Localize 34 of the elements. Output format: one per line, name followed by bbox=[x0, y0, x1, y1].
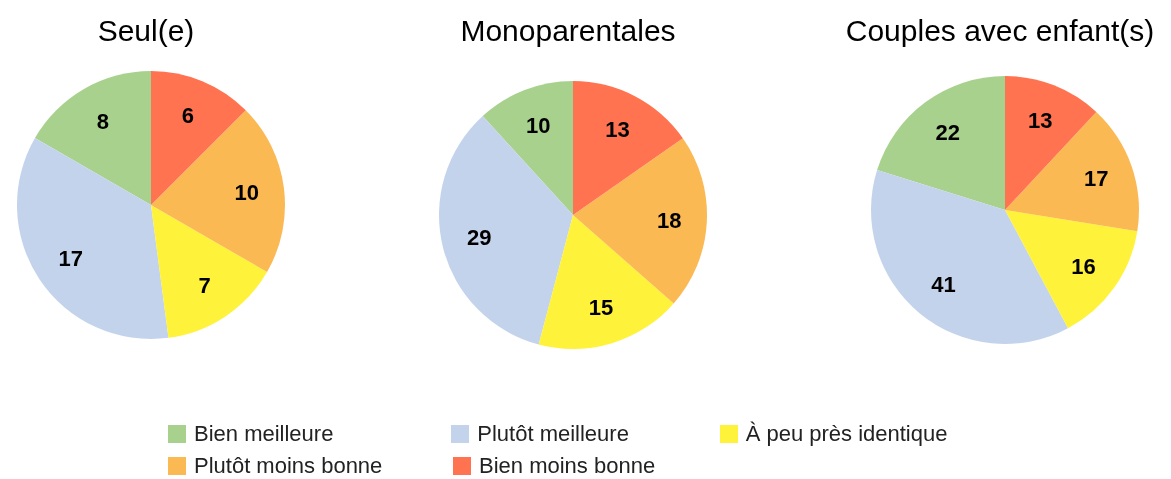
data-label: 13 bbox=[605, 116, 630, 142]
pie-slice bbox=[151, 110, 285, 272]
pie-slice bbox=[1005, 111, 1139, 232]
data-label: 22 bbox=[935, 119, 961, 145]
data-label: 10 bbox=[525, 112, 551, 138]
legend-label: Bien meilleure bbox=[194, 421, 334, 447]
data-label: 6 bbox=[181, 103, 195, 129]
data-label: 10 bbox=[234, 179, 259, 205]
pie-slice bbox=[34, 71, 151, 205]
data-label: 18 bbox=[657, 207, 682, 233]
data-label: 7 bbox=[198, 272, 211, 298]
data-label: 8 bbox=[96, 108, 109, 134]
legend-label: Plutôt meilleure bbox=[477, 421, 629, 447]
data-label: 41 bbox=[931, 271, 956, 297]
chart-title: Monoparentales bbox=[459, 14, 677, 48]
chart-title: Couples avec enfant(s) bbox=[844, 14, 1156, 48]
legend-label: À peu près identique bbox=[745, 421, 948, 447]
pie-slice bbox=[439, 115, 573, 345]
legend-label: Bien moins bonne bbox=[479, 453, 656, 479]
pie-slice bbox=[17, 138, 169, 339]
chart-title: Seul(e) bbox=[96, 14, 196, 48]
pie-slice bbox=[151, 205, 268, 338]
pie-slice bbox=[871, 170, 1069, 344]
pie-slice bbox=[482, 81, 573, 215]
pie-slice bbox=[877, 76, 1005, 210]
data-label: 29 bbox=[467, 225, 492, 251]
data-label: 17 bbox=[58, 246, 84, 272]
data-label: 17 bbox=[1083, 166, 1109, 192]
data-label: 15 bbox=[588, 294, 614, 320]
data-label: 16 bbox=[1071, 253, 1096, 279]
legend-label: Plutôt moins bonne bbox=[194, 453, 383, 479]
pie-slice bbox=[1005, 210, 1138, 329]
data-label: 13 bbox=[1028, 107, 1053, 133]
pie-slice bbox=[573, 81, 683, 215]
